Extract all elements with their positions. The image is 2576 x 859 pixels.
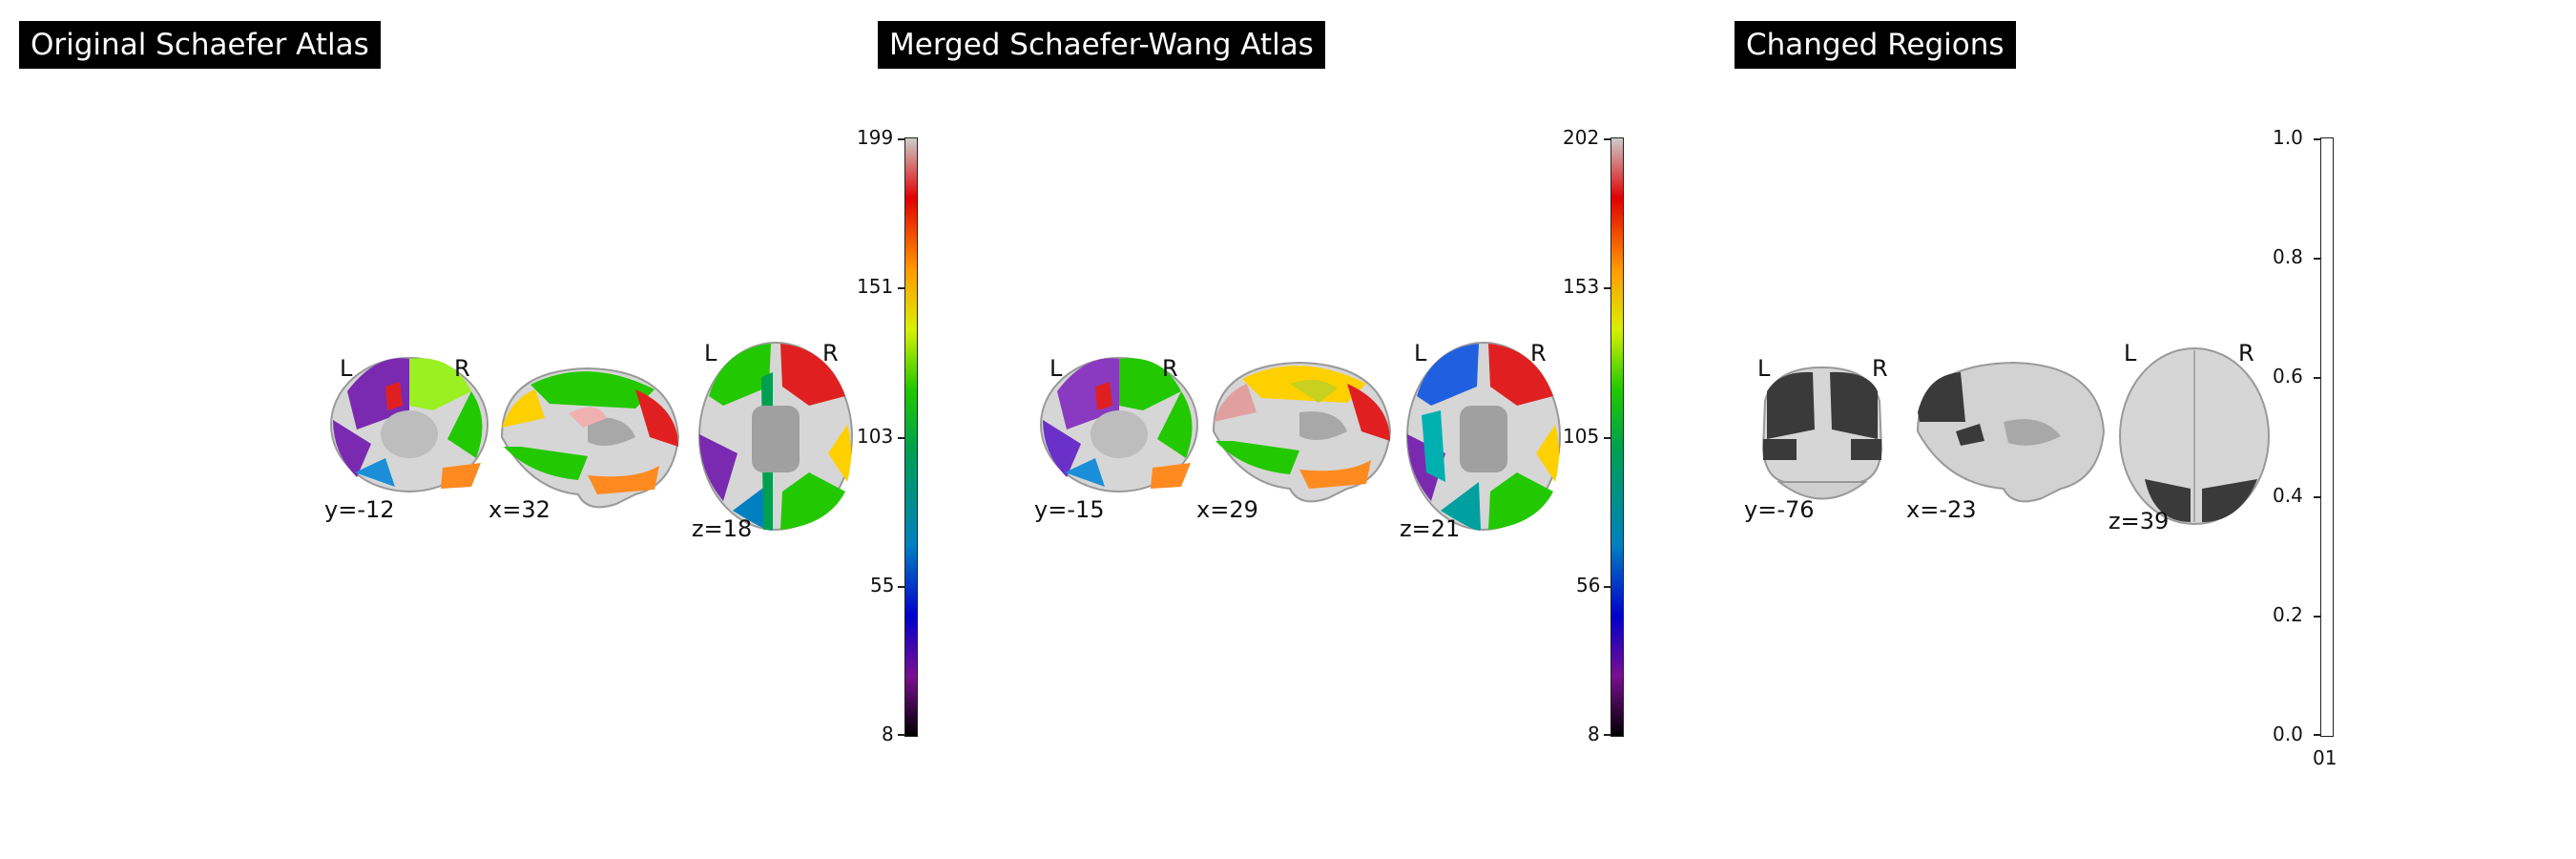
coord-coronal-original: y=-12: [324, 496, 395, 523]
coord-sagittal-original: x=32: [488, 496, 551, 523]
coord-sagittal-changed: x=-23: [1906, 496, 1977, 523]
colorbar-tick: 55: [870, 574, 895, 597]
colorbar-tick: 8: [882, 723, 894, 745]
orientation-left-coronal-original: L: [340, 355, 353, 382]
sagittal-slice-changed: [1916, 361, 2106, 503]
axial-slice-merged: [1406, 342, 1561, 531]
colorbar-tick: 0.8: [2273, 245, 2303, 268]
coronal-slice-original: [330, 357, 488, 492]
colorbar-bottom-label: 01: [2313, 746, 2337, 769]
colorbar-tick: 56: [1576, 574, 1601, 597]
sagittal-slice-merged: [1212, 361, 1392, 503]
colorbar-tick: 151: [857, 275, 894, 298]
coord-coronal-merged: y=-15: [1034, 496, 1105, 523]
coronal-slice-merged: [1040, 357, 1198, 492]
colorbar-original: [898, 137, 918, 737]
orientation-left-axial-original: L: [704, 340, 717, 367]
panel-title-original: Original Schaefer Atlas: [19, 21, 381, 69]
colorbar-tick: 103: [857, 425, 894, 448]
coord-axial-merged: z=21: [1400, 515, 1461, 542]
colorbar-tick: 0.6: [2273, 365, 2303, 388]
orientation-right-axial-changed: R: [2238, 340, 2254, 367]
panel-title-changed: Changed Regions: [1735, 21, 2016, 69]
colorbar-merged: [1604, 137, 1624, 737]
axial-slice-original: [698, 342, 853, 531]
colorbar-tick: 199: [857, 126, 894, 149]
colorbar-tick: 0.0: [2273, 723, 2303, 745]
orientation-right-axial-merged: R: [1530, 340, 1547, 367]
orientation-left-axial-merged: L: [1414, 340, 1427, 367]
colorbar-tick: 0.2: [2273, 603, 2303, 626]
colorbar-changed: [2314, 137, 2334, 737]
orientation-left-axial-changed: L: [2124, 340, 2137, 367]
sagittal-slice-original: [500, 367, 680, 509]
orientation-right-axial-original: R: [822, 340, 839, 367]
panel-title-merged: Merged Schaefer-Wang Atlas: [878, 21, 1325, 69]
orientation-right-coronal-merged: R: [1162, 355, 1178, 382]
colorbar-tick: 202: [1563, 126, 1600, 149]
coord-sagittal-merged: x=29: [1196, 496, 1258, 523]
orientation-right-coronal-changed: R: [1872, 355, 1888, 382]
orientation-left-coronal-merged: L: [1049, 355, 1063, 382]
colorbar-tick: 105: [1563, 425, 1600, 448]
coord-coronal-changed: y=-76: [1744, 496, 1815, 523]
colorbar-tick: 1.0: [2273, 126, 2303, 149]
colorbar-tick: 8: [1588, 723, 1600, 745]
coord-axial-original: z=18: [692, 515, 753, 542]
orientation-left-coronal-changed: L: [1757, 355, 1771, 382]
axial-slice-changed: [2119, 347, 2270, 525]
coronal-slice-changed: [1761, 366, 1883, 500]
orientation-right-coronal-original: R: [454, 355, 470, 382]
colorbar-tick: 0.4: [2273, 484, 2303, 507]
colorbar-tick: 153: [1563, 275, 1600, 298]
coord-axial-changed: z=39: [2109, 508, 2170, 534]
